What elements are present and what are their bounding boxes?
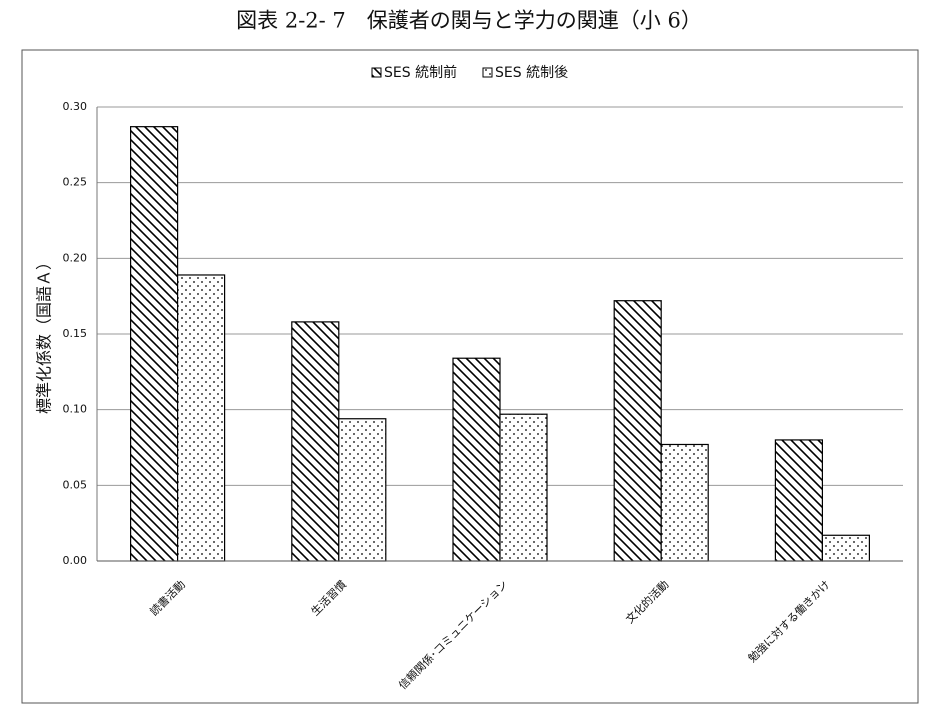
chart-title: 図表 2-2- 7 保護者の関与と学力の関連（小 6） [236,9,702,33]
bar [291,321,340,562]
y-tick-label: 0.30 [63,100,88,113]
chart-border [21,49,919,704]
bar [177,274,226,562]
y-tick-label: 0.10 [63,403,88,416]
bar [130,126,179,562]
legend-label: SES 統制後 [495,65,568,81]
bar [660,443,709,562]
legend-label: SES 統制前 [384,64,457,81]
legend-swatch [482,67,493,78]
y-tick-label: 0.20 [63,251,88,264]
x-tick-label: 文化的活動 [623,577,672,626]
bar [613,300,662,562]
bar [452,357,501,562]
x-tick-label: 生活習慣 [308,577,349,618]
y-tick-label: 0.25 [63,176,88,189]
y-tick-label: 0.05 [63,478,88,491]
y-tick-label: 0.15 [63,327,88,340]
bar [774,439,824,562]
x-tick-label: 信頼関係･コミュニケーション [396,578,510,692]
legend-swatch [371,67,382,78]
x-tick-label: 勉強に対する働きかけ [745,577,833,665]
bar [499,413,548,562]
y-tick-label: 0.00 [63,554,88,567]
bar [338,418,387,562]
y-axis-label: 標準化係数（国語Ａ） [35,254,54,414]
bar [821,534,871,562]
x-tick-label: 読書活動 [147,577,188,618]
